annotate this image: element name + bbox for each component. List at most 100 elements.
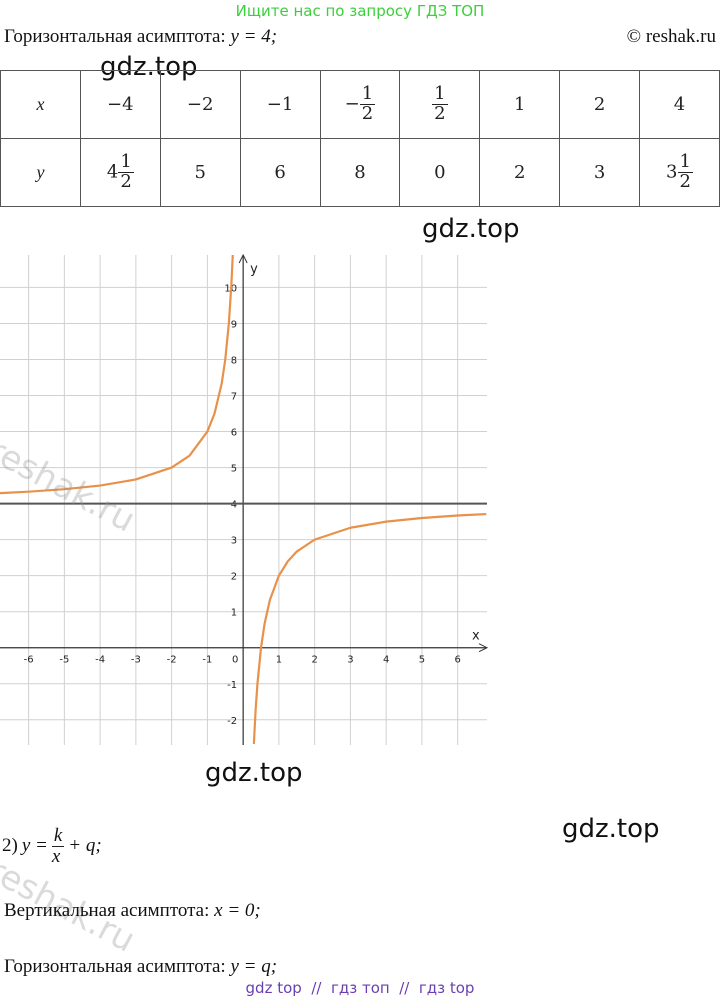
table-cell: −4 [79, 70, 161, 139]
x-tick-label: -3 [131, 655, 141, 666]
whole: 4 [106, 161, 119, 183]
math: x = 0; [214, 900, 261, 921]
denominator: 2 [361, 103, 374, 124]
cell-text: −1 [266, 94, 294, 115]
x-axis-arrow [478, 643, 489, 653]
label: Горизонтальная асимптота: [4, 26, 226, 47]
math: y = q; [230, 956, 278, 977]
cell-text: −2 [186, 94, 214, 115]
x-tick-label: -2 [167, 655, 177, 666]
copyright: © reshak.ru [626, 26, 716, 47]
table-cell: 8 [319, 138, 401, 207]
cell-text: 3 [593, 162, 606, 183]
y-axis-arrow [238, 253, 248, 264]
x-tick-label: 6 [454, 655, 460, 666]
denominator: 2 [679, 171, 691, 192]
cell-text: 6 [274, 162, 286, 183]
x-tick-label: 3 [347, 655, 353, 666]
table-row: x −4 −2 −1−1 2 1 2 1 2 4 [0, 70, 720, 139]
table-cell: 3 [559, 138, 640, 207]
y-tick-label: 8 [231, 355, 237, 366]
text-line: Горизонтальная асимптота: y = q; [4, 956, 277, 978]
cell-text: 0 [434, 162, 446, 183]
numerator: 1 [118, 151, 134, 173]
cell-text: 2 [513, 162, 526, 183]
table-cell: y [0, 138, 81, 207]
x-tick-label: -4 [95, 655, 105, 666]
cell-text: 5 [194, 162, 206, 183]
math: y = 4; [230, 26, 278, 47]
label: Горизонтальная асимптота: [4, 956, 226, 977]
cell-text: x [36, 94, 45, 114]
watermark: gdz.top [562, 814, 660, 844]
table-cell: 5 [159, 138, 241, 207]
y-tick-label: 5 [231, 464, 237, 475]
watermark: gdz.top [422, 214, 520, 244]
y-tick-label: 1 [231, 608, 237, 619]
math: + q; [68, 835, 102, 857]
x-tick-label: -5 [59, 655, 69, 666]
sign: − [344, 93, 360, 115]
cell-text: 4 [673, 94, 686, 115]
table-cell: 0 [399, 138, 481, 207]
whole: 3 [666, 161, 678, 183]
y-tick-label: 9 [231, 319, 237, 330]
numerator: 1 [677, 151, 693, 173]
denominator: 2 [434, 103, 446, 124]
denominator: x [51, 845, 61, 867]
numerator: 1 [359, 83, 376, 105]
denominator: 2 [120, 171, 132, 192]
table-cell: 1 [479, 70, 561, 139]
math: y = [21, 835, 48, 857]
table-cell: −1 [239, 70, 321, 139]
table-cell: 2 [479, 138, 561, 207]
numerator: 1 [432, 83, 448, 105]
y-tick-label: 6 [231, 428, 237, 439]
y-tick-label: 3 [231, 536, 237, 547]
x-tick-label: 4 [383, 655, 389, 666]
cell-text: 8 [354, 162, 366, 183]
table-cell: −1 2 [319, 70, 401, 139]
cell-text: −4 [107, 94, 134, 115]
table-cell: 4 [639, 70, 720, 139]
table-cell: x [0, 70, 81, 139]
y-axis-label: y [250, 262, 258, 277]
table-cell: 6 [239, 138, 321, 207]
x-tick-label: 0 [232, 655, 238, 666]
table-cell: −2 [159, 70, 241, 139]
curve [0, 254, 487, 744]
y-tick-label: 7 [231, 392, 237, 403]
text-line: Горизонтальная асимптота: y = 4; [4, 26, 277, 48]
text-line: Вертикальная асимптота: x = 0; [4, 900, 261, 922]
x-tick-label: 1 [276, 655, 282, 666]
cell-text: 2 [593, 94, 606, 115]
numerator: k [51, 825, 65, 847]
cell-text: y [36, 162, 45, 182]
y-tick-label: -2 [227, 716, 237, 727]
value-table: x −4 −2 −1−1 2 1 2 1 2 4 y 4 1 2 5 6 8 0 2 3 3 1 2 [0, 70, 720, 207]
x-tick-label: -1 [202, 655, 212, 666]
x-axis-label: x [472, 629, 480, 644]
table-cell: 2 [559, 70, 640, 139]
footer[interactable]: gdz top // гдз топ // гдз top [245, 979, 475, 997]
y-tick-label: 4 [231, 500, 237, 511]
item-number: 2) [2, 835, 18, 857]
x-tick-label: 2 [311, 655, 317, 666]
y-tick-label: -1 [227, 680, 237, 691]
banner: Ищите нас по запросу ГДЗ ТОП [235, 2, 485, 20]
watermark: gdz.top [205, 758, 303, 788]
label: Вертикальная асимптота: [4, 900, 210, 921]
x-tick-label: 5 [419, 655, 425, 666]
cell-text: 1 [513, 94, 526, 115]
